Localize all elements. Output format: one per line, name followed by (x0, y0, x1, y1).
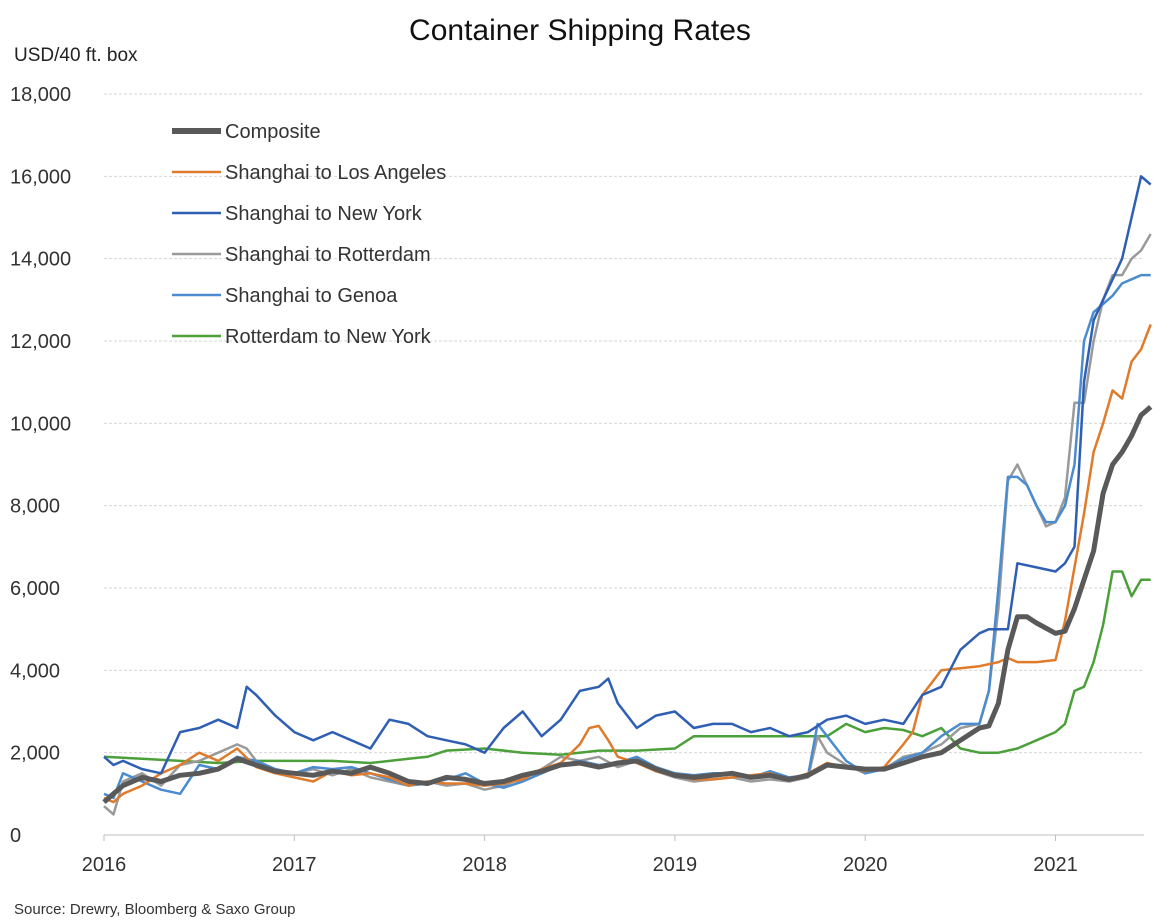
x-tick-label: 2016 (82, 854, 127, 876)
legend-label-shanghai-to-genoa: Shanghai to Genoa (225, 285, 398, 307)
legend-label-rotterdam-to-new-york: Rotterdam to New York (225, 326, 432, 348)
series-line-shanghai-to-rotterdam (103, 233, 1152, 816)
legend-label-shanghai-to-rotterdam: Shanghai to Rotterdam (225, 244, 431, 266)
x-axis-ticks: 2016 2017 2018 2019 2020 2021 (82, 835, 1078, 876)
legend-label-shanghai-to-los-angeles: Shanghai to Los Angeles (225, 162, 446, 184)
y-tick-label: 18,000 (10, 84, 71, 106)
legend-label-shanghai-to-new-york: Shanghai to New York (225, 203, 423, 225)
y-tick-label: 14,000 (10, 249, 71, 271)
y-tick-label: 6,000 (10, 578, 60, 600)
y-tick-label: 12,000 (10, 331, 71, 353)
legend: Composite Shanghai to Los Angeles Shanghai… (172, 121, 446, 348)
series-line-shanghai-to-new-york (103, 175, 1152, 775)
y-tick-label: 8,000 (10, 496, 60, 518)
x-tick-label: 2019 (653, 854, 698, 876)
source-note: Source: Drewry, Bloomberg & Saxo Group (14, 901, 296, 918)
x-tick-label: 2020 (843, 854, 888, 876)
y-tick-label: 10,000 (10, 413, 71, 435)
series-line-composite (102, 404, 1153, 804)
gridlines (104, 93, 1144, 754)
y-tick-label: 0 (10, 825, 21, 847)
y-axis-unit-label: USD/40 ft. box (14, 45, 138, 66)
series-line-shanghai-to-los-angeles (103, 324, 1152, 804)
chart-title: Container Shipping Rates (409, 14, 751, 47)
y-tick-label: 16,000 (10, 166, 71, 188)
y-tick-label: 2,000 (10, 743, 60, 765)
legend-label-composite: Composite (225, 121, 321, 143)
y-tick-label: 4,000 (10, 660, 60, 682)
y-axis-ticks: 0 2,000 4,000 6,000 8,000 10,000 12,000 14,000 1… (10, 84, 71, 847)
x-tick-label: 2017 (272, 854, 317, 876)
series-lines (102, 175, 1153, 816)
x-tick-label: 2021 (1033, 854, 1078, 876)
x-tick-label: 2018 (462, 854, 507, 876)
series-line-rotterdam-to-new-york (103, 570, 1151, 765)
